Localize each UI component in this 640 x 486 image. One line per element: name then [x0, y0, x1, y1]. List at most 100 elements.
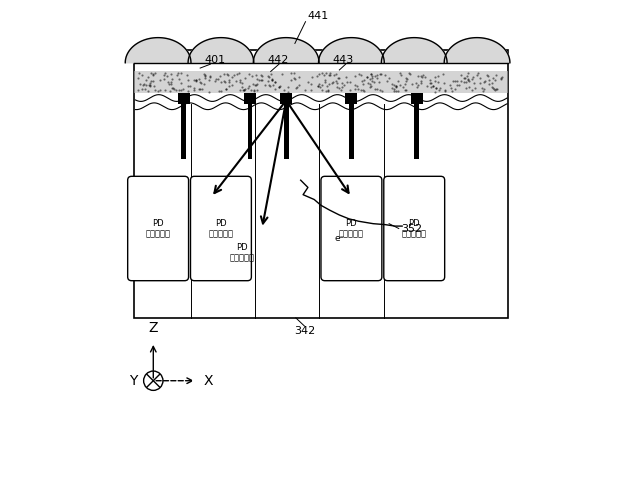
Point	[137, 71, 147, 79]
Point	[227, 82, 237, 89]
Point	[369, 78, 379, 86]
Point	[221, 70, 232, 78]
Point	[496, 74, 506, 82]
Point	[447, 77, 458, 85]
Point	[399, 80, 410, 87]
Point	[412, 83, 422, 91]
Point	[268, 76, 278, 84]
Point	[380, 70, 390, 78]
Point	[431, 84, 441, 92]
Point	[256, 71, 266, 79]
Point	[289, 69, 300, 77]
Point	[317, 81, 327, 88]
FancyBboxPatch shape	[127, 176, 189, 281]
Point	[291, 84, 301, 92]
Point	[215, 72, 225, 80]
Point	[240, 85, 250, 92]
Point	[416, 72, 426, 80]
Point	[219, 77, 229, 85]
Point	[300, 87, 310, 94]
Point	[315, 83, 325, 90]
Point	[174, 75, 184, 83]
Point	[145, 82, 156, 89]
Point	[488, 74, 499, 82]
Point	[350, 72, 360, 80]
Point	[204, 87, 214, 95]
Point	[148, 77, 158, 85]
Point	[175, 86, 186, 94]
Point	[263, 77, 273, 85]
Point	[452, 81, 462, 88]
Point	[356, 77, 367, 85]
Point	[320, 78, 330, 86]
Point	[321, 87, 332, 95]
Polygon shape	[381, 37, 447, 63]
Point	[356, 86, 366, 93]
Point	[353, 70, 364, 78]
Bar	[284, 104, 289, 159]
Point	[431, 85, 441, 92]
Point	[435, 84, 445, 92]
Point	[205, 73, 215, 81]
Point	[387, 80, 397, 88]
Point	[216, 78, 226, 86]
Point	[438, 70, 448, 78]
Point	[144, 81, 154, 88]
Point	[196, 79, 206, 87]
Point	[219, 70, 229, 78]
Point	[200, 72, 211, 80]
Point	[324, 71, 335, 79]
Point	[319, 71, 330, 79]
Point	[232, 77, 242, 85]
Point	[264, 81, 274, 89]
Point	[160, 86, 170, 93]
Point	[433, 79, 443, 87]
Point	[150, 86, 161, 94]
Point	[331, 77, 341, 85]
Point	[440, 87, 451, 95]
Point	[237, 79, 247, 87]
Point	[285, 76, 296, 84]
Point	[275, 82, 285, 89]
Point	[426, 83, 436, 91]
Point	[456, 77, 466, 85]
Point	[495, 75, 506, 83]
Point	[211, 75, 221, 83]
Point	[141, 81, 151, 88]
Point	[138, 81, 148, 88]
Point	[391, 87, 401, 95]
Point	[391, 83, 401, 90]
Point	[264, 73, 275, 81]
Point	[210, 78, 220, 86]
Point	[349, 85, 360, 93]
Point	[264, 82, 275, 89]
Point	[244, 83, 254, 90]
Point	[463, 69, 473, 77]
Bar	[134, 71, 508, 93]
Point	[195, 75, 205, 83]
Point	[312, 72, 323, 80]
Point	[394, 81, 404, 89]
Point	[376, 70, 387, 78]
Bar	[244, 93, 256, 104]
Point	[323, 87, 333, 94]
Point	[143, 87, 153, 95]
Bar	[134, 50, 508, 318]
Point	[401, 74, 411, 82]
Point	[392, 87, 403, 95]
Point	[145, 81, 155, 89]
Point	[163, 78, 173, 86]
Point	[166, 78, 176, 86]
Point	[417, 73, 427, 81]
Point	[472, 71, 483, 79]
Point	[195, 85, 205, 93]
Point	[384, 74, 394, 82]
Point	[330, 71, 340, 79]
Bar	[248, 104, 252, 159]
Bar	[178, 93, 190, 104]
Text: 443: 443	[333, 55, 354, 65]
Point	[365, 83, 375, 91]
Bar	[181, 104, 186, 159]
Point	[389, 87, 399, 94]
Point	[370, 72, 380, 80]
